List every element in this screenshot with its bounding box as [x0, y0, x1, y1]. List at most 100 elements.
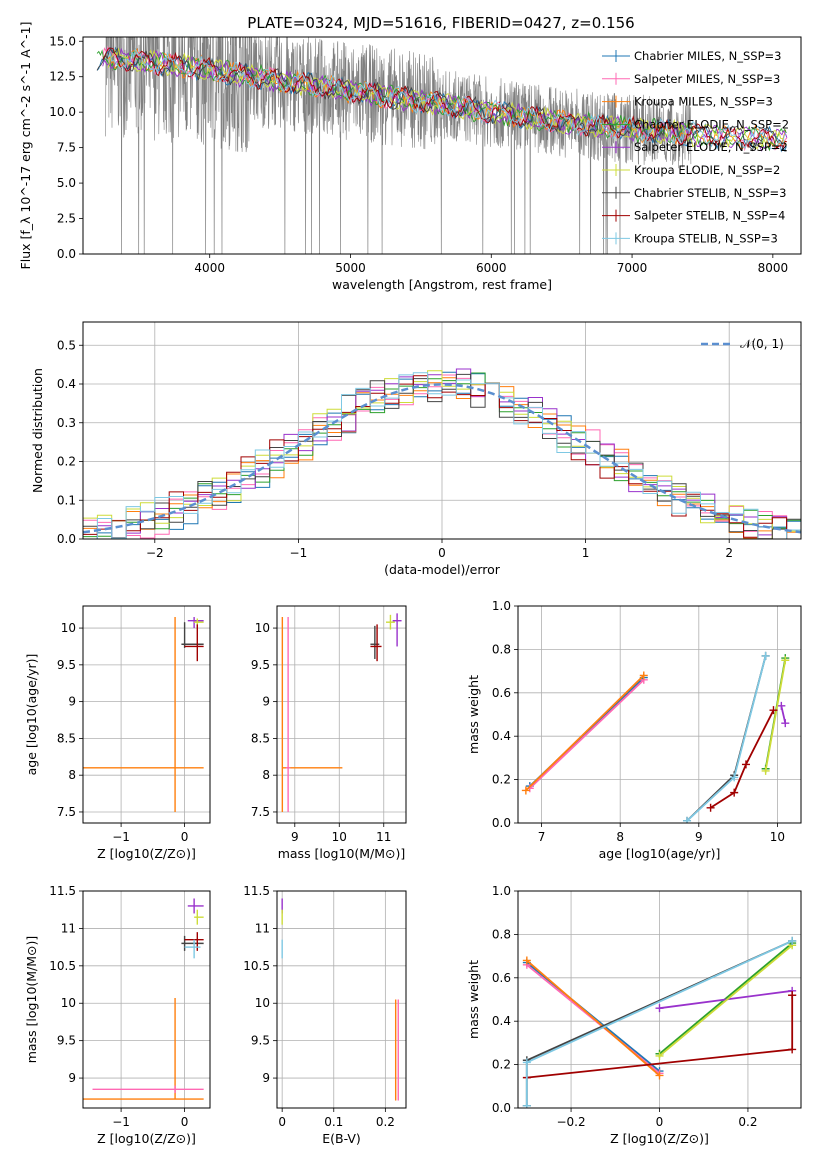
- x-tick-label: 11: [376, 830, 391, 844]
- x-tick-label: 9: [291, 830, 299, 844]
- mass-weight-line: [658, 944, 793, 1057]
- mass-weight-line: [526, 959, 661, 1077]
- point-marker: [655, 1051, 664, 1060]
- plot-area: [281, 613, 402, 812]
- x-tick-label: 0: [438, 546, 446, 560]
- y-tick-label: 10: [61, 621, 76, 635]
- y-tick-label: 11.5: [243, 884, 270, 898]
- legend-entry: 𝒩(0, 1): [740, 337, 784, 351]
- x-tick-label: 0: [181, 1115, 189, 1129]
- axes-mass_vs_ebv: 0 0.1 0.2 9 9.5 10 10.5 11 11.5 E(B-V): [243, 884, 407, 1146]
- y-tick-label: 0.0: [57, 247, 76, 261]
- plot-area: [96, 37, 788, 254]
- y-tick-label: 0.1: [57, 493, 76, 507]
- y-tick-label: 10.5: [243, 959, 270, 973]
- point-marker: [730, 788, 739, 797]
- y-tick-label: 0.4: [492, 1014, 511, 1028]
- point-marker: [521, 786, 530, 795]
- legend-entry: Chabrier ELODIE, N_SSP=2: [634, 117, 789, 131]
- x-tick-label: 0: [181, 830, 189, 844]
- x-tick-label: 5000: [335, 261, 366, 275]
- point-marker: [777, 701, 786, 710]
- y-tick-label: 8: [262, 768, 270, 782]
- y-axis-label: mass weight: [466, 960, 481, 1039]
- y-tick-label: 0.2: [492, 1058, 511, 1072]
- point-marker: [769, 706, 778, 715]
- y-tick-label: 0.8: [492, 927, 511, 941]
- point-marker: [655, 1004, 664, 1013]
- x-axis-label: age [log10(age/yr)]: [599, 846, 721, 861]
- mass-weight-line: [529, 679, 645, 789]
- model-spectrum: [102, 47, 788, 150]
- x-tick-label: 9: [695, 830, 703, 844]
- y-tick-label: 10.0: [49, 105, 76, 119]
- y-tick-label: 1.0: [492, 599, 511, 613]
- y-tick-label: 9.5: [57, 658, 76, 672]
- axes-frame: [82, 890, 211, 1109]
- y-tick-label: 10.5: [49, 959, 76, 973]
- y-tick-label: 8.5: [251, 731, 270, 745]
- y-tick-label: 9.5: [251, 1034, 270, 1048]
- residual-histogram: [83, 372, 801, 539]
- y-tick-label: 0.4: [492, 729, 511, 743]
- model-spectrum: [102, 47, 788, 152]
- y-tick-label: 11: [61, 921, 76, 935]
- normal-curve: [83, 383, 801, 534]
- point-marker: [522, 1058, 531, 1067]
- point-marker: [655, 1071, 664, 1080]
- x-tick-label: 8000: [758, 261, 789, 275]
- axes-mw_vs_age: 7 8 9 10 0.0 0.2 0.4 0.6 0.8 1.0 age [log10(age/yr…: [466, 599, 802, 861]
- legend-entry: Chabrier MILES, N_SSP=3: [634, 49, 781, 63]
- y-tick-label: 15.0: [49, 34, 76, 48]
- axes-frame: [517, 605, 802, 824]
- x-tick-label: 10: [332, 830, 347, 844]
- x-tick-label: 0.2: [376, 1115, 395, 1129]
- plot-area: [83, 368, 801, 539]
- point-marker: [741, 760, 750, 769]
- x-tick-label: −1: [112, 830, 130, 844]
- y-tick-label: 2.5: [57, 212, 76, 226]
- plot-area: [83, 898, 204, 1100]
- x-tick-label: −2: [146, 546, 164, 560]
- y-tick-label: 9: [262, 695, 270, 709]
- x-tick-label: 2: [725, 546, 733, 560]
- y-tick-label: 7.5: [57, 805, 76, 819]
- y-tick-label: 0.2: [492, 773, 511, 787]
- point-marker: [522, 1101, 531, 1108]
- x-tick-label: 8: [616, 830, 624, 844]
- y-tick-label: 0.8: [492, 642, 511, 656]
- x-axis-label: Z [log10(Z/Z⊙)]: [97, 1131, 196, 1146]
- x-tick-label: 0.1: [324, 1115, 343, 1129]
- x-tick-label: 1: [582, 546, 590, 560]
- point-marker: [522, 956, 531, 965]
- x-tick-label: 0.2: [738, 1115, 757, 1129]
- y-tick-label: 10: [61, 996, 76, 1010]
- point-marker: [788, 1045, 797, 1054]
- axes-frame: [82, 605, 211, 824]
- legend-entry: Salpeter MILES, N_SSP=3: [634, 72, 780, 86]
- y-tick-label: 0.0: [57, 532, 76, 546]
- y-tick-label: 1.0: [492, 884, 511, 898]
- y-tick-label: 9.5: [251, 658, 270, 672]
- axes-frame: [276, 605, 407, 824]
- axes-frame: [82, 36, 802, 255]
- mass-weight-line: [710, 709, 775, 809]
- x-axis-label: Z [log10(Z/Z⊙)]: [610, 1131, 709, 1146]
- legend-entry: Salpeter STELIB, N_SSP=4: [634, 209, 785, 223]
- y-axis-label: Normed distribution: [30, 368, 45, 493]
- y-tick-label: 9: [262, 1071, 270, 1085]
- y-tick-label: 0.6: [492, 686, 511, 700]
- x-axis-label: wavelength [Angstrom, rest frame]: [332, 277, 552, 292]
- point-marker: [706, 803, 715, 812]
- legend-entry: Salpeter ELODIE, N_SSP=2: [634, 140, 788, 154]
- legend-entry: Chabrier STELIB, N_SSP=3: [634, 186, 786, 200]
- point-marker: [781, 656, 790, 665]
- x-tick-label: 4000: [194, 261, 225, 275]
- y-tick-label: 5.0: [57, 176, 76, 190]
- x-axis-label: Z [log10(Z/Z⊙)]: [97, 846, 196, 861]
- y-tick-label: 0.3: [57, 416, 76, 430]
- y-tick-label: 8: [68, 768, 76, 782]
- point-marker: [730, 773, 739, 782]
- axes-spectrum: 4000 5000 6000 7000 8000 0.0 2.5 5.0 7.5 10.0 12.5…: [18, 22, 802, 292]
